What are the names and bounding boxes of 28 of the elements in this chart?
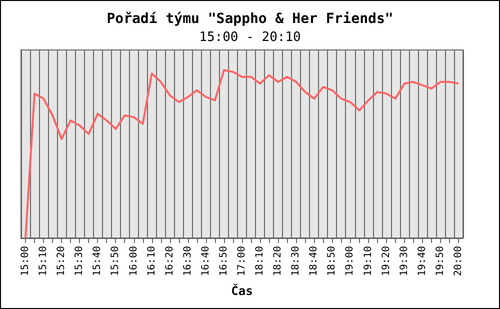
x-tick-label: 15:40 <box>92 246 104 276</box>
chart-title: Pořadí týmu "Sappho & Her Friends" <box>106 11 394 27</box>
x-tick-label: 15:50 <box>110 246 122 276</box>
x-tick-label: 15:30 <box>74 246 86 276</box>
x-axis-title: Čas <box>231 283 253 298</box>
x-tick-label: 16:40 <box>200 246 212 276</box>
x-tick-label: 17:00 <box>236 246 248 276</box>
x-tick-label: 19:00 <box>344 246 356 276</box>
chart-subtitle: 15:00 - 20:10 <box>199 30 301 45</box>
x-tick-label: 16:20 <box>164 246 176 276</box>
x-tick-label: 19:30 <box>398 246 410 276</box>
x-tick-label: 15:00 <box>20 246 32 276</box>
x-tick-label: 19:40 <box>416 246 428 276</box>
x-tick-label: 18:10 <box>254 246 266 276</box>
x-tick-label: 19:50 <box>434 246 446 276</box>
x-tick-label: 18:20 <box>272 246 284 276</box>
x-tick-label: 18:50 <box>326 246 338 276</box>
x-tick-label: 15:10 <box>38 246 50 276</box>
x-tick-label: 16:00 <box>128 246 140 276</box>
x-tick-label: 16:30 <box>182 246 194 276</box>
x-tick-label: 18:40 <box>308 246 320 276</box>
x-tick-label: 20:00 <box>452 246 464 276</box>
x-tick-label: 16:50 <box>218 246 230 276</box>
x-tick-label: 18:30 <box>290 246 302 276</box>
x-tick-label: 15:20 <box>56 246 68 276</box>
x-tick-label: 19:20 <box>380 246 392 276</box>
x-tick-label: 16:10 <box>146 246 158 276</box>
x-tick-label: 19:10 <box>362 246 374 276</box>
